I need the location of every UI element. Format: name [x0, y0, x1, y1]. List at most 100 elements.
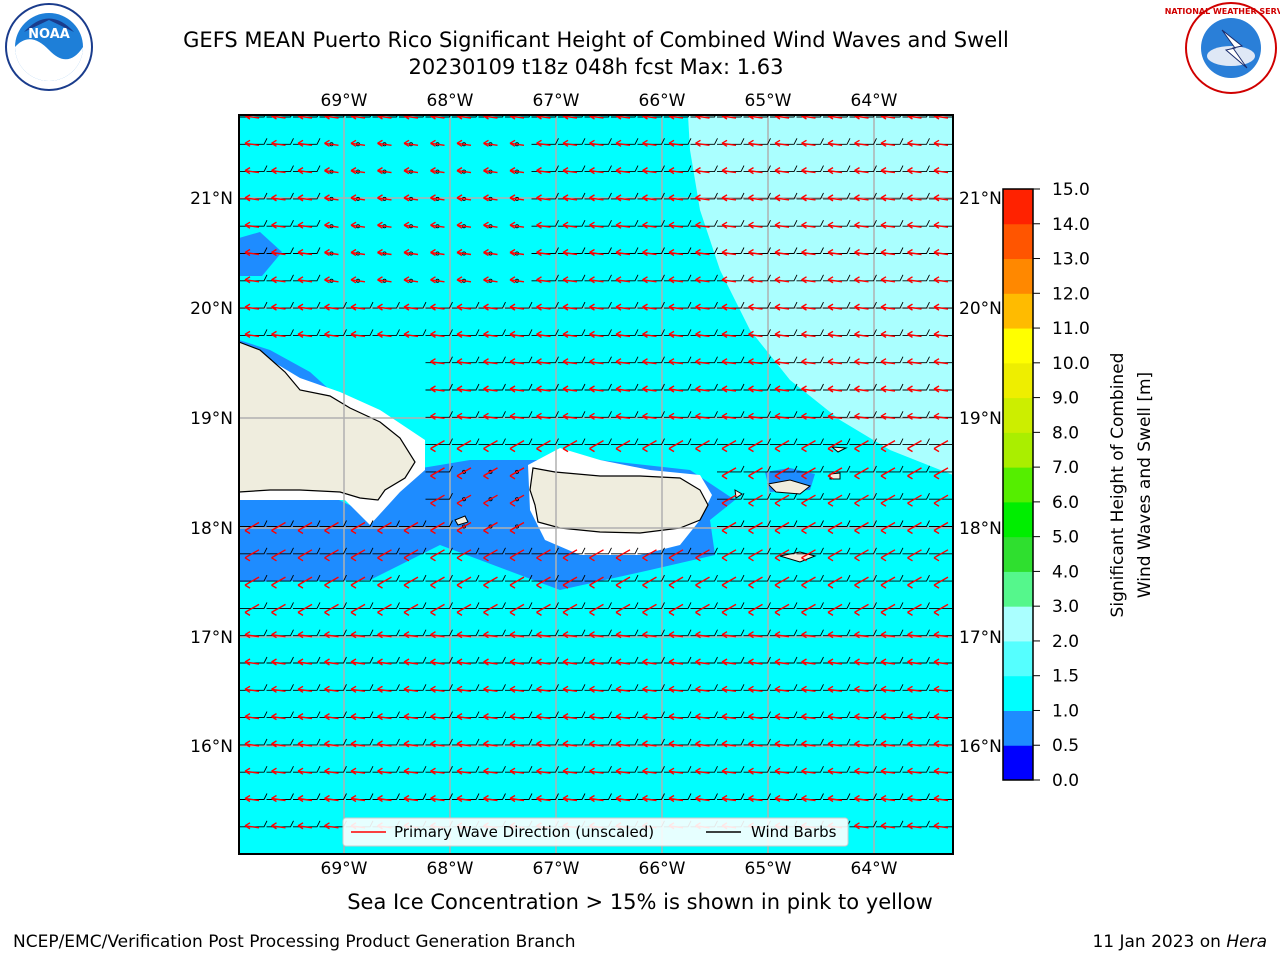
- wave-direction-arrow: [562, 358, 578, 366]
- wave-direction-arrow: [244, 276, 260, 284]
- wave-direction-arrow: [297, 767, 313, 775]
- wind-barb: [849, 438, 877, 446]
- lon-label-bottom: 69°W: [321, 859, 368, 879]
- wave-direction-arrow: [827, 767, 843, 775]
- wave-direction-arrow: [244, 685, 260, 693]
- wave-direction-arrow: [324, 685, 339, 693]
- wave-direction-arrow: [774, 767, 790, 775]
- wave-direction-arrow: [509, 549, 525, 562]
- map-frame: [238, 114, 954, 855]
- colorbar-tick-label: 12.0: [1052, 284, 1090, 304]
- wave-direction-arrow: [827, 221, 843, 229]
- wave-direction-arrow: [615, 685, 631, 693]
- wave-direction-arrow: [536, 658, 551, 666]
- wave-direction-arrow: [483, 412, 498, 420]
- wind-barb: [293, 574, 321, 582]
- lat-label-left: 17°N: [190, 628, 233, 648]
- svg-text:NOAA: NOAA: [28, 27, 70, 42]
- wave-direction-arrow: [615, 194, 631, 202]
- wind-barb: [558, 547, 586, 555]
- wave-direction-arrow: [297, 740, 313, 748]
- wind-barb: [452, 547, 480, 555]
- wind-barb: [637, 438, 665, 446]
- wave-direction-arrow: [721, 412, 737, 420]
- wave-direction-arrow: [801, 712, 816, 721]
- wave-direction-arrow: [827, 166, 843, 175]
- wave-direction-arrow: [509, 276, 525, 284]
- wind-barb: [796, 520, 824, 527]
- wave-direction-arrow: [271, 248, 286, 257]
- wind-barb: [717, 465, 745, 473]
- lat-label-left: 21°N: [190, 189, 233, 209]
- wave-direction-arrow: [827, 139, 843, 147]
- wave-direction-arrow: [536, 576, 551, 589]
- colorbar-label-line2: Wind Waves and Swell [m]: [1135, 372, 1155, 598]
- wave-direction-arrow: [483, 194, 498, 202]
- wave-direction-arrow: [536, 330, 551, 339]
- wave-direction-arrow: [562, 576, 578, 589]
- wave-direction-arrow: [483, 521, 498, 535]
- wave-direction-arrow: [827, 194, 843, 202]
- wave-direction-arrow: [880, 139, 896, 147]
- wave-direction-arrow: [721, 740, 737, 748]
- colorbar-segment: [1003, 745, 1033, 781]
- wave-direction-arrow: [509, 248, 525, 257]
- wave-direction-arrow: [721, 276, 737, 284]
- wave-direction-arrow: [271, 712, 286, 721]
- wave-direction-arrow: [827, 330, 843, 339]
- wind-barb: [929, 470, 953, 473]
- wave-direction-arrow: [827, 276, 843, 284]
- wave-direction-arrow: [933, 521, 949, 535]
- wave-direction-arrow: [933, 358, 949, 366]
- wave-direction-arrow: [271, 276, 286, 284]
- wave-direction-arrow: [695, 631, 710, 639]
- wind-barb: [319, 574, 347, 582]
- wave-direction-arrow: [827, 603, 843, 617]
- wave-direction-arrow: [377, 194, 392, 202]
- colorbar-tick-label: 2.0: [1052, 632, 1079, 652]
- wave-direction-arrow: [430, 439, 445, 453]
- lon-label-top: 67°W: [533, 91, 580, 111]
- wave-direction-arrow: [854, 330, 869, 339]
- wind-barb: [293, 547, 321, 555]
- wave-direction-arrow: [774, 276, 790, 284]
- wave-direction-arrow: [933, 412, 949, 420]
- wave-direction-arrow: [589, 658, 604, 666]
- wave-direction-arrow: [933, 767, 949, 775]
- wave-direction-arrow: [801, 248, 816, 257]
- wave-direction-arrow: [668, 221, 684, 229]
- wave-direction-arrow: [271, 822, 286, 830]
- lon-label-bottom: 64°W: [851, 859, 898, 879]
- wave-direction-arrow: [536, 303, 551, 311]
- wave-direction-arrow: [589, 385, 604, 393]
- colorbar-segment: [1003, 710, 1033, 746]
- wave-direction-arrow: [695, 712, 710, 721]
- lon-label-bottom: 68°W: [427, 859, 474, 879]
- wave-direction-arrow: [509, 794, 525, 803]
- low-wave-region-north: [239, 232, 282, 276]
- wind-barb: [399, 547, 427, 555]
- wave-direction-arrow: [456, 439, 472, 453]
- wave-direction-arrow: [907, 631, 922, 639]
- wave-direction-arrow: [244, 603, 260, 617]
- wave-direction-arrow: [456, 248, 472, 257]
- wave-direction-arrow: [801, 603, 816, 617]
- wave-direction-arrow: [615, 276, 631, 284]
- wave-direction-arrow: [721, 576, 737, 589]
- wave-direction-arrow: [695, 549, 710, 562]
- wave-direction-arrow: [536, 603, 551, 617]
- wave-direction-arrow: [244, 794, 260, 803]
- wave-direction-arrow: [297, 303, 313, 311]
- wave-direction-arrow: [297, 631, 313, 639]
- wave-direction-arrow: [801, 794, 816, 803]
- wave-direction-arrow: [642, 712, 657, 721]
- wave-direction-arrow: [430, 576, 445, 589]
- wave-direction-arrow: [801, 194, 816, 202]
- wave-direction-arrow: [748, 248, 763, 257]
- wave-direction-arrow: [748, 603, 763, 617]
- wave-direction-arrow: [589, 166, 604, 175]
- wind-barb: [425, 492, 453, 500]
- wave-direction-arrow: [801, 303, 816, 311]
- wind-barb: [531, 438, 559, 446]
- wave-direction-arrow: [615, 139, 631, 147]
